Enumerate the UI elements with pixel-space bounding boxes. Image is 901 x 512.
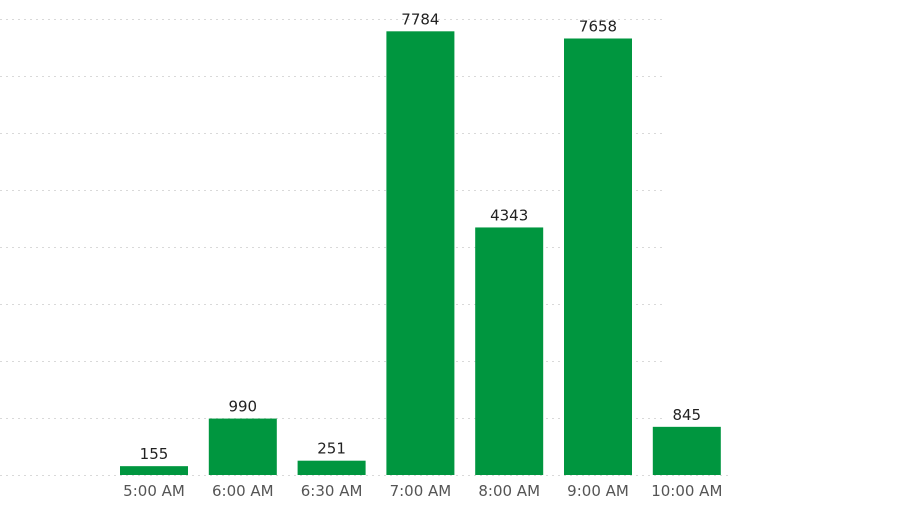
- x-axis-tick-labels: 5:00 AM 6:00 AM 6:30 AM 7:00 AM 8:00 AM 9:00 …: [123, 482, 722, 500]
- x-tick-label: 6:00 AM: [212, 482, 274, 500]
- data-label: 7784: [401, 10, 439, 28]
- data-labels: 155 990 251 7784 4343 7658 845: [140, 10, 701, 463]
- data-label: 990: [228, 398, 257, 416]
- x-tick-label: 7:00 AM: [390, 482, 452, 500]
- gridlines: [0, 19, 732, 476]
- x-tick-label: 8:00 AM: [478, 482, 540, 500]
- bar[interactable]: [120, 466, 188, 475]
- bar[interactable]: [564, 38, 632, 476]
- x-tick-label: 10:00 AM: [651, 482, 722, 500]
- x-tick-label: 6:30 AM: [301, 482, 363, 500]
- data-label: 4343: [490, 206, 528, 224]
- bar[interactable]: [475, 227, 544, 475]
- bars: [120, 31, 721, 476]
- data-label: 155: [140, 445, 169, 463]
- bar[interactable]: [297, 460, 366, 475]
- bar[interactable]: [386, 31, 455, 475]
- bar[interactable]: [652, 426, 721, 475]
- x-tick-label: 5:00 AM: [123, 482, 185, 500]
- x-tick-label: 9:00 AM: [567, 482, 629, 500]
- data-label: 7658: [579, 17, 617, 35]
- data-label: 845: [672, 406, 701, 424]
- data-label: 251: [317, 440, 346, 458]
- bar[interactable]: [208, 418, 277, 475]
